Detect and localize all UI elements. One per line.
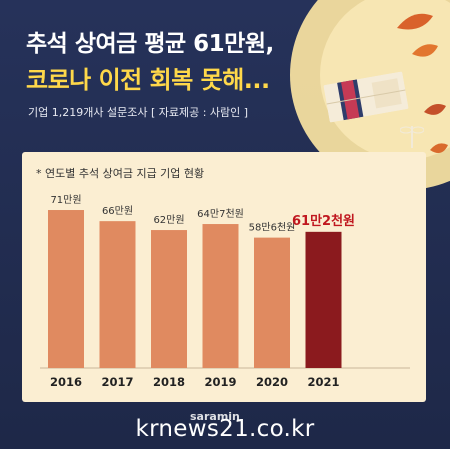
x-tick-2021: 2021 xyxy=(307,375,339,389)
bar-2020 xyxy=(254,237,290,368)
page-title-line1: 추석 상여금 평균 61만원, xyxy=(26,24,274,58)
brand-logo: saramin xyxy=(190,410,240,423)
leaf-icon xyxy=(430,143,448,154)
leaf-icon xyxy=(397,13,433,30)
data-label-2018: 62만원 xyxy=(153,214,184,226)
x-tick-2018: 2018 xyxy=(153,375,185,389)
data-label-2021: 61만2천원 xyxy=(292,213,355,229)
x-tick-2017: 2017 xyxy=(101,375,133,389)
chart-title: * 연도별 추석 상여금 지급 기업 현황 xyxy=(36,167,205,180)
x-tick-2016: 2016 xyxy=(50,375,82,389)
leaf-icon xyxy=(424,104,446,115)
bar-2019 xyxy=(202,224,239,368)
gift-box-icon xyxy=(323,71,409,123)
bar-2021 xyxy=(305,231,342,368)
data-label-2016: 71만원 xyxy=(50,194,81,206)
x-tick-2020: 2020 xyxy=(256,375,288,389)
watermark-text: krnews21.co.kr xyxy=(135,416,315,442)
title-prefix: 추석 상여금 xyxy=(26,31,137,57)
bar-2018 xyxy=(151,230,187,368)
page-title-line2: 코로나 이전 회복 못해... xyxy=(26,66,270,94)
data-label-2017: 66만원 xyxy=(102,205,133,217)
leaf-icon xyxy=(412,44,438,57)
data-label-2020: 58만6천원 xyxy=(249,222,296,234)
bar-2016 xyxy=(48,210,84,368)
survey-subtitle: 기업 1,219개사 설문조사 [ 자료제공 : 사람인 ] xyxy=(28,106,249,119)
dragonfly-icon xyxy=(400,126,424,148)
x-tick-2019: 2019 xyxy=(204,375,236,389)
bar-2017 xyxy=(99,221,136,368)
title-emphasis: 평균 61만원, xyxy=(144,31,274,57)
data-label-2019: 64만7천원 xyxy=(197,208,244,220)
